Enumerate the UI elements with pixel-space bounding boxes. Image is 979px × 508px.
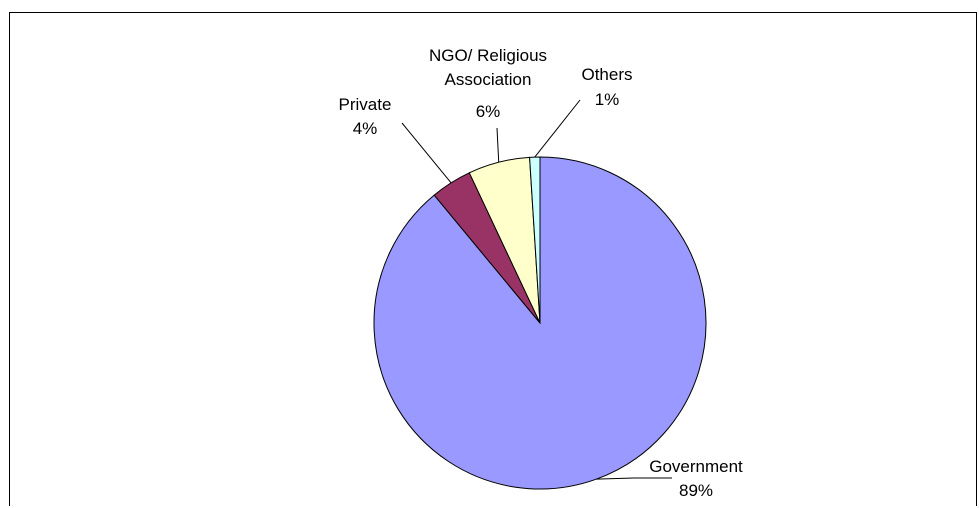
slice-label-government-percent: 89% [679, 481, 713, 500]
pie-slices [373, 156, 707, 490]
leader-line-private [401, 122, 452, 184]
slice-label-government-name: Government [649, 457, 743, 476]
leader-line-others [534, 99, 581, 158]
leader-line-ngo [496, 127, 500, 163]
slice-label-ngo-name-line1: NGO/ Religious [429, 46, 547, 65]
slice-label-ngo-name-line2: Association [445, 70, 532, 89]
slice-label-others-percent: 1% [595, 90, 620, 109]
slice-label-private-name: Private [339, 95, 392, 114]
leader-line-government [596, 477, 672, 480]
slice-label-ngo-percent: 6% [476, 102, 501, 121]
slice-label-others-name: Others [581, 65, 632, 84]
pie-slice-others [529, 156, 541, 324]
chart-frame: Government 89% Private 4% NGO/ Religious… [9, 12, 977, 506]
leader-lines [401, 99, 672, 480]
pie-chart: Government 89% Private 4% NGO/ Religious… [339, 46, 744, 500]
slice-label-private-percent: 4% [353, 119, 378, 138]
